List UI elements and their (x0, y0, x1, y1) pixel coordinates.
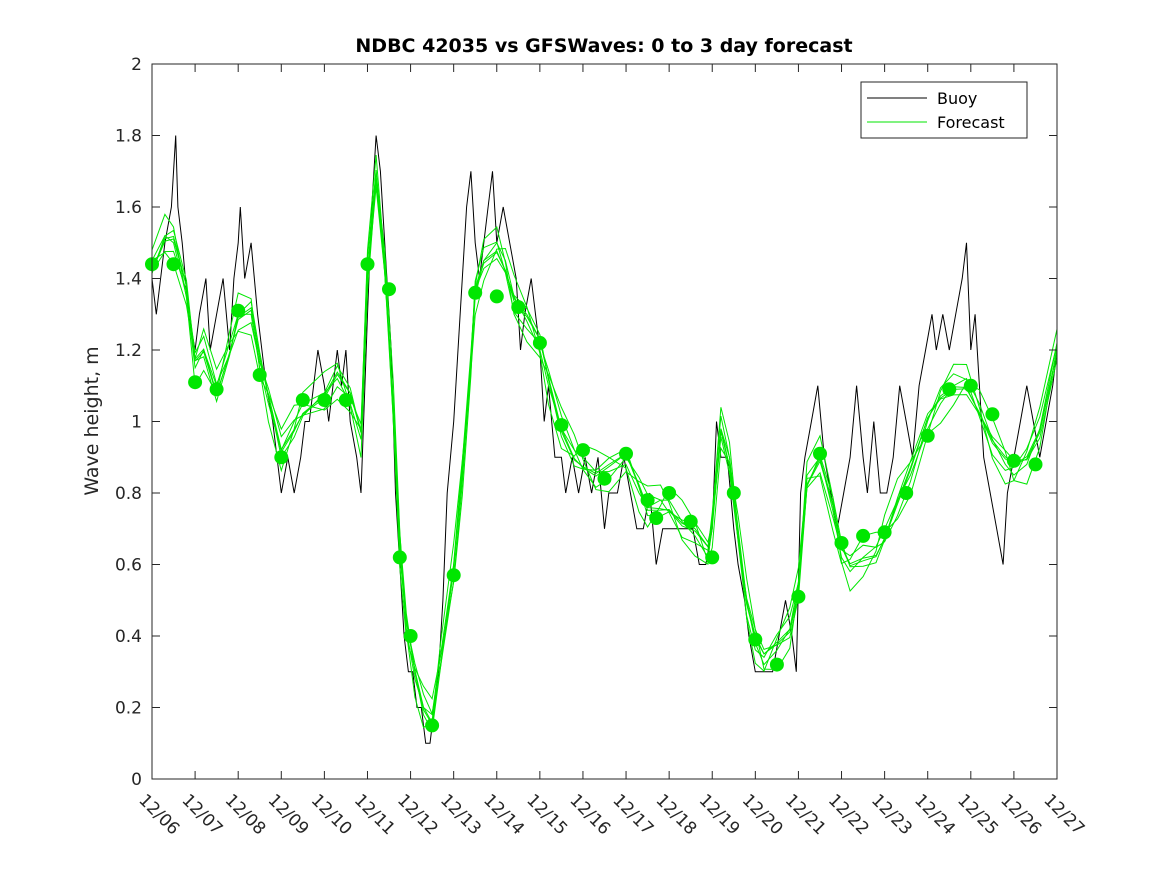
legend: Buoy Forecast (860, 81, 1028, 139)
forecast-point (705, 550, 720, 565)
x-tick-label: 12/11 (350, 790, 399, 839)
forecast-point (231, 303, 246, 318)
x-tick-label: 12/07 (178, 790, 227, 839)
legend-forecast-label: Forecast (937, 113, 1005, 132)
forecast-point (403, 629, 418, 643)
forecast-point (317, 393, 332, 407)
forecast-point (662, 486, 677, 500)
forecast-point (468, 285, 483, 300)
forecast-point (425, 718, 440, 733)
forecast-point (726, 486, 741, 500)
x-tick-label: 12/23 (867, 790, 916, 839)
y-tick-label: 0.6 (115, 556, 142, 576)
forecast-point (899, 486, 914, 500)
y-tick-label: 1.2 (115, 341, 142, 361)
forecast-point (382, 282, 396, 297)
forecast-point (554, 418, 569, 433)
y-tick-label: 0.8 (115, 484, 142, 504)
forecast-point (274, 450, 289, 465)
y-axis-title: Wave height, m (81, 346, 103, 495)
forecast-point (1006, 453, 1021, 468)
x-tick-label: 12/27 (1039, 790, 1088, 839)
y-tick-label: 0.4 (115, 627, 142, 647)
forecast-point (985, 407, 1000, 422)
x-tick-label: 12/17 (609, 790, 658, 839)
forecast-point (576, 443, 590, 458)
x-tick-label: 12/25 (953, 790, 1002, 839)
x-tick-label: 12/24 (910, 790, 959, 839)
forecast-point (295, 393, 310, 407)
chart-title: NDBC 42035 vs GFSWaves: 0 to 3 day forec… (355, 35, 852, 57)
y-tick-label: 1.8 (115, 127, 142, 147)
forecast-point (209, 382, 224, 397)
forecast-point (877, 525, 892, 540)
plot-area (152, 64, 1057, 779)
forecast-point (360, 257, 375, 272)
y-tick-label: 1.6 (115, 198, 142, 218)
y-tick-label: 1.4 (115, 270, 142, 290)
forecast-point (1028, 457, 1043, 472)
x-tick-label: 12/19 (695, 790, 744, 839)
y-tick-label: 2 (131, 55, 142, 75)
legend-box (860, 81, 1028, 139)
x-tick-label: 12/12 (393, 790, 442, 839)
forecast-series-line (151, 170, 1058, 716)
x-tick-label: 12/08 (221, 790, 270, 839)
x-tick-label: 12/10 (307, 790, 356, 839)
forecast-point (791, 589, 806, 604)
forecast-point (188, 375, 203, 390)
x-tick-label: 12/15 (522, 790, 571, 839)
forecast-point (640, 493, 655, 508)
x-tick-label: 12/18 (652, 790, 701, 839)
forecast-series-line (151, 186, 1058, 733)
forecast-point (489, 289, 504, 304)
x-tick-label: 12/13 (436, 790, 485, 839)
marker-layer (145, 257, 1043, 733)
x-tick-label: 12/14 (479, 790, 528, 839)
forecast-point (166, 257, 181, 272)
forecast-point (683, 514, 698, 529)
forecast-point (532, 335, 547, 350)
y-tick-label: 0 (131, 770, 142, 790)
forecast-point (942, 382, 957, 397)
forecast-point (446, 568, 461, 583)
x-tick-label: 12/16 (565, 790, 614, 839)
x-tick-label: 12/09 (264, 790, 313, 839)
y-tick-label: 0.2 (115, 699, 142, 719)
forecast-point (597, 471, 612, 486)
y-tick-label: 1 (131, 413, 142, 433)
legend-buoy-label: Buoy (937, 89, 977, 108)
y-axis: 0 0.2 0.4 0.6 0.8 1 1.2 1.4 1.6 1.8 2 (115, 55, 1057, 790)
forecast-point (619, 446, 633, 461)
forecast-point (769, 657, 784, 672)
x-tick-label: 12/21 (781, 790, 830, 839)
forecast-point (813, 446, 827, 461)
forecast-point (392, 550, 407, 565)
forecast-point (834, 536, 849, 550)
forecast-point (963, 378, 978, 393)
x-tick-label: 12/26 (996, 790, 1045, 839)
forecast-point (511, 300, 526, 315)
x-tick-label: 12/22 (824, 790, 873, 839)
buoy-series-line (151, 135, 1058, 744)
forecast-point (649, 511, 664, 525)
forecast-point (856, 528, 871, 543)
forecast-point (920, 428, 935, 443)
forecast-point (252, 368, 267, 382)
forecast-point (338, 393, 353, 407)
forecast-point (748, 632, 763, 647)
x-tick-label: 12/06 (134, 790, 183, 839)
x-tick-label: 12/20 (738, 790, 787, 839)
